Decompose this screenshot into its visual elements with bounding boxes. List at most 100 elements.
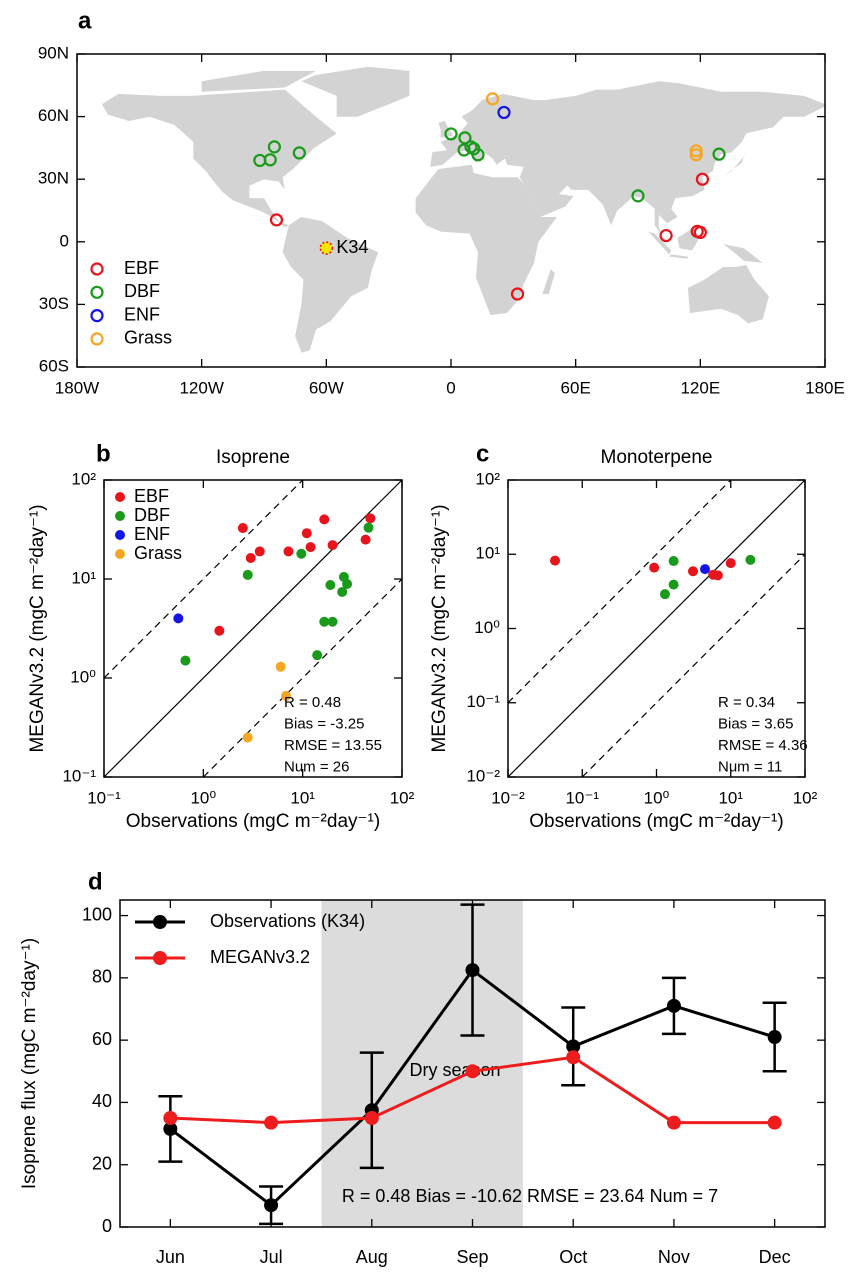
point <box>163 1121 178 1136</box>
stat-label: Bias = 3.65 <box>718 715 793 732</box>
x-tick-label: Jun <box>156 1247 185 1267</box>
point <box>566 1050 581 1065</box>
point <box>659 589 670 600</box>
point <box>327 540 338 551</box>
legend-marker <box>153 915 167 929</box>
point <box>700 564 711 575</box>
legend-marker <box>115 492 125 502</box>
x-tick-label: 10² <box>390 788 415 807</box>
point <box>296 548 307 559</box>
site-marker <box>689 148 703 162</box>
x-tick-label: 10¹ <box>290 788 315 807</box>
panel-title: Monoterpene <box>601 447 713 468</box>
point <box>305 542 316 553</box>
x-tick-label: 180E <box>805 378 845 397</box>
point <box>566 1039 581 1054</box>
x-tick-label: 60E <box>561 378 591 397</box>
point <box>319 514 330 525</box>
north-america <box>101 89 337 228</box>
point <box>767 1115 782 1130</box>
y-tick-label: 40 <box>92 1091 112 1111</box>
legend-label: DBF <box>134 505 170 525</box>
y-tick-label: 10² <box>475 469 500 488</box>
y-tick-label: 60 <box>92 1029 112 1049</box>
x-axis-label: Observations (mgC m⁻²day⁻¹) <box>529 811 783 832</box>
point <box>327 616 338 627</box>
point <box>275 661 286 672</box>
legend-marker <box>115 511 125 521</box>
x-tick-label: 10⁻² <box>491 788 525 807</box>
sumatra <box>648 231 672 255</box>
south-america <box>282 216 379 353</box>
point <box>163 1111 178 1125</box>
legend-label: Observations (K34) <box>210 911 365 931</box>
y-tick-label: 10⁻¹ <box>62 766 96 785</box>
y-tick-label: 30S <box>39 294 69 313</box>
panel-letter: c <box>476 440 489 467</box>
point <box>264 1198 279 1213</box>
point <box>325 579 336 590</box>
x-tick-label: 0 <box>446 378 455 397</box>
land <box>101 66 825 353</box>
point <box>283 546 294 557</box>
point <box>745 554 756 565</box>
x-tick-label: 120E <box>680 378 720 397</box>
panel-letter: b <box>96 440 111 467</box>
site-marker <box>263 153 277 167</box>
y-tick-label: 90N <box>38 43 69 62</box>
legend-marker <box>90 332 104 346</box>
x-tick-label: 10¹ <box>718 788 743 807</box>
point <box>668 556 679 567</box>
point <box>725 558 736 569</box>
legend-marker <box>90 285 104 299</box>
site-marker <box>267 140 281 154</box>
point <box>242 732 253 743</box>
arctic-islands <box>201 70 316 92</box>
y-axis-label: MEGANv3.2 (mgC m⁻²day⁻¹) <box>27 504 48 752</box>
australia <box>687 264 769 324</box>
stat-label: Num = 26 <box>284 758 349 775</box>
y-tick-label: 80 <box>92 967 112 987</box>
point <box>301 528 312 539</box>
point <box>666 1115 681 1130</box>
site-marker <box>319 241 334 255</box>
point <box>364 1111 379 1125</box>
site-marker <box>689 144 703 158</box>
y-tick-label: 0 <box>60 231 69 250</box>
madagascar <box>542 269 555 295</box>
site-marker <box>497 105 511 120</box>
y-tick-label: 10⁻¹ <box>466 692 500 711</box>
point <box>363 522 374 533</box>
japan <box>721 148 747 178</box>
site-marker <box>510 287 525 301</box>
site-marker <box>292 146 306 160</box>
panel-letter: a <box>78 7 92 34</box>
point <box>687 566 698 577</box>
point <box>767 1030 782 1045</box>
point <box>264 1115 279 1130</box>
ratio-line <box>581 553 806 778</box>
site-marker <box>471 148 485 162</box>
y-tick-label: 10¹ <box>475 544 500 563</box>
eurasia <box>430 81 825 240</box>
legend-marker <box>90 309 104 323</box>
y-tick-label: 60S <box>39 356 69 375</box>
dry-season-shade <box>321 900 523 1227</box>
y-tick-label: 10² <box>71 469 96 488</box>
point <box>337 586 348 597</box>
stat-label: Num = 11 <box>718 758 782 775</box>
site-label: K34 <box>336 237 368 257</box>
site-marker <box>269 213 284 227</box>
x-axis-label: Observations (mgC m⁻²day⁻¹) <box>126 811 380 832</box>
y-tick-label: 10⁰ <box>474 618 500 637</box>
stat-label: R = 0.48 Bias = -10.62 RMSE = 23.64 Num … <box>342 1186 718 1206</box>
y-tick-label: 60N <box>38 106 69 125</box>
java <box>669 254 688 259</box>
legend-marker <box>115 549 125 559</box>
point <box>173 613 184 624</box>
plot-frame <box>103 479 403 778</box>
x-tick-label: 10⁰ <box>644 788 670 807</box>
point <box>245 552 256 563</box>
y-axis-label: MEGANv3.2 (mgC m⁻²day⁻¹) <box>429 504 450 752</box>
point <box>649 562 660 573</box>
